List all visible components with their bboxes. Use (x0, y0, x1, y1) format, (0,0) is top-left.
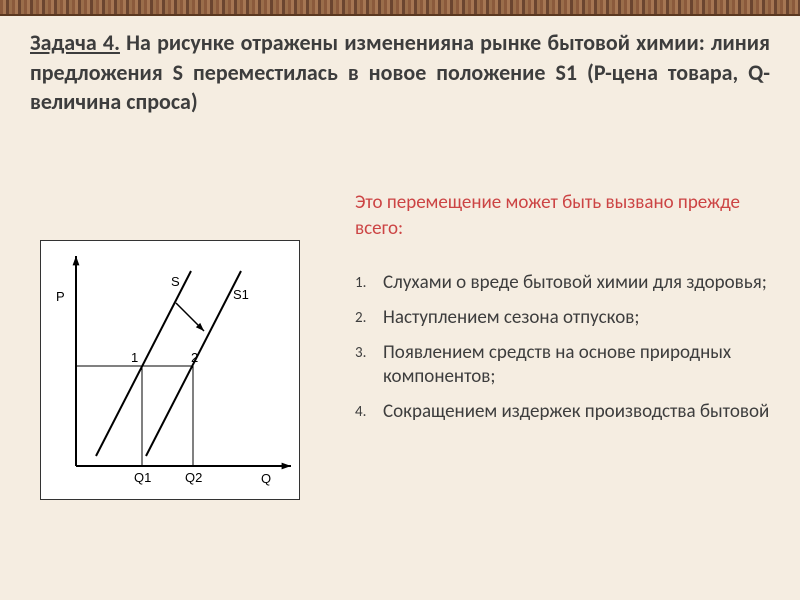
svg-text:Q: Q (261, 471, 271, 486)
chart-svg: P Q S S1 1 2 Q1 Q2 (41, 241, 301, 501)
option-item: Появлением средств на основе природных к… (355, 341, 770, 390)
svg-text:1: 1 (131, 350, 138, 365)
option-item: Слухами о вреде бытовой химии для здоров… (355, 271, 770, 296)
content-row: P Q S S1 1 2 Q1 Q2 Это перемещение может быть в… (0, 180, 800, 600)
svg-text:P: P (56, 289, 65, 304)
option-item: Наступлением сезона отпусков; (355, 306, 770, 331)
task-title: Задача 4. На рисунке отражены изменениян… (30, 28, 770, 117)
text-column: Это перемещение может быть вызвано прежд… (355, 180, 800, 600)
options-list: Слухами о вреде бытовой химии для здоров… (355, 271, 770, 424)
task-body: На рисунке отражены измененияна рынке бы… (30, 29, 770, 115)
svg-text:Q1: Q1 (134, 470, 151, 485)
svg-text:S: S (171, 274, 180, 289)
supply-shift-chart: P Q S S1 1 2 Q1 Q2 (40, 240, 300, 500)
svg-text:2: 2 (191, 350, 198, 365)
svg-text:Q2: Q2 (185, 470, 202, 485)
svg-text:S1: S1 (233, 287, 249, 302)
task-number: Задача 4. (30, 29, 120, 56)
question-leader: Это перемещение может быть вызвано прежд… (355, 190, 770, 241)
chart-container: P Q S S1 1 2 Q1 Q2 (0, 180, 355, 600)
option-item: Сокращением издержек производства бытово… (355, 400, 770, 425)
decorative-top-band (0, 0, 800, 16)
